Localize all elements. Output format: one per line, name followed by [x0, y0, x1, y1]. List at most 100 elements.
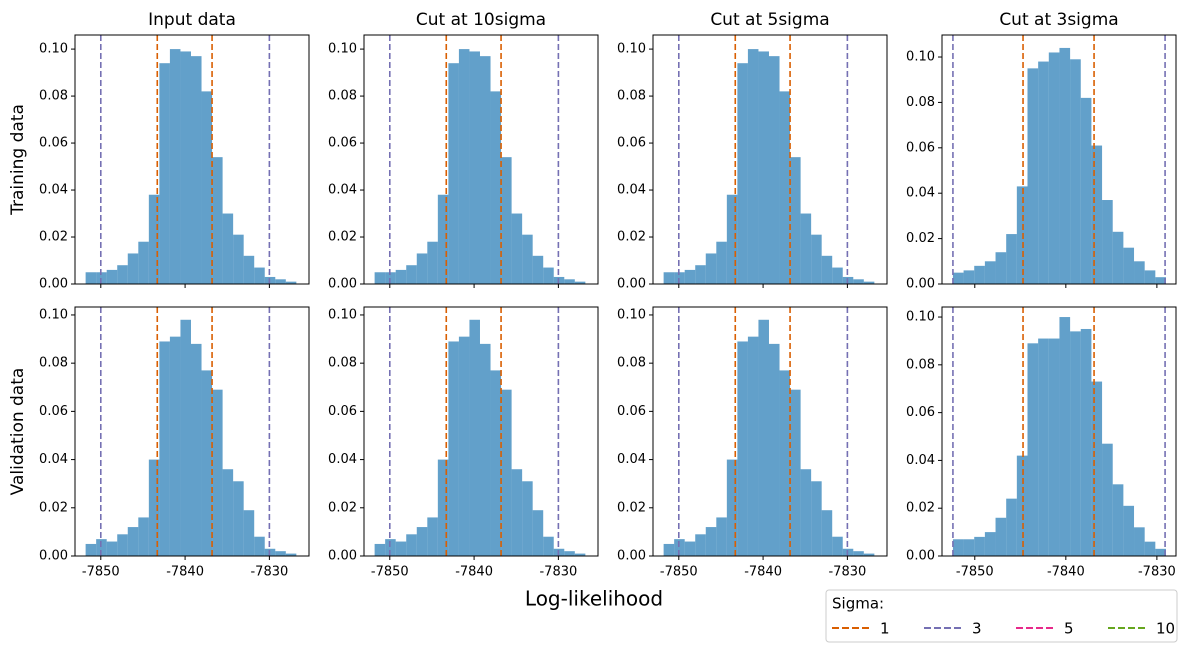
bar — [212, 157, 223, 284]
bar — [811, 481, 822, 556]
bar — [448, 63, 459, 285]
x-axis-label: Log-likelihood — [525, 587, 663, 611]
bar — [1059, 47, 1071, 284]
x-tick-label: -7840 — [744, 565, 782, 580]
bar — [1048, 52, 1060, 285]
bar — [201, 91, 213, 285]
bar — [1070, 59, 1081, 285]
y-tick-label: 0.08 — [39, 356, 68, 371]
bar — [1144, 270, 1156, 284]
bar — [458, 49, 470, 284]
y-tick-label: 0.06 — [328, 404, 357, 419]
y-tick-label: 0.02 — [617, 230, 646, 245]
bar — [127, 527, 139, 556]
bar — [853, 279, 864, 284]
bar — [427, 241, 438, 284]
bar — [159, 63, 170, 285]
x-tick-label: -7840 — [455, 565, 493, 580]
bar — [406, 265, 417, 284]
bar — [747, 49, 759, 284]
y-tick-label: 0.02 — [39, 500, 68, 515]
bar — [201, 370, 213, 556]
legend-label: 3 — [972, 620, 982, 638]
y-tick-label: 0.00 — [328, 549, 357, 564]
bar — [169, 49, 181, 284]
bar — [427, 517, 438, 556]
y-tick-label: 0.06 — [906, 405, 935, 420]
bar — [963, 539, 975, 556]
y-tick-label: 0.00 — [39, 277, 68, 292]
y-tick-label: 0.00 — [906, 277, 935, 292]
bar — [974, 265, 985, 284]
bar — [705, 527, 717, 556]
bar — [374, 543, 386, 556]
bar — [1155, 277, 1166, 284]
bar — [663, 272, 675, 284]
axes-frame — [74, 306, 310, 557]
y-tick-label: 0.04 — [328, 183, 357, 198]
axes-frame — [74, 34, 310, 285]
bar — [479, 56, 491, 284]
y-tick-label: 0.06 — [617, 404, 646, 419]
bar — [532, 510, 544, 556]
bar — [574, 281, 586, 284]
y-tick-label: 0.04 — [39, 452, 68, 467]
legend-label: 1 — [880, 620, 890, 638]
bar — [800, 213, 812, 284]
bar — [243, 255, 255, 284]
bar — [285, 281, 297, 284]
subplot-title: Cut at 5sigma — [710, 10, 829, 30]
bar — [1091, 381, 1103, 556]
bar — [574, 553, 586, 556]
bar — [416, 527, 428, 556]
bar — [726, 459, 738, 556]
bar — [684, 269, 696, 284]
y-tick-label: 0.10 — [906, 310, 935, 325]
y-tick-label: 0.08 — [328, 356, 357, 371]
bar — [96, 539, 107, 556]
bar — [1112, 484, 1124, 556]
bar — [138, 517, 149, 556]
bar — [254, 536, 265, 556]
y-tick-label: 0.10 — [906, 50, 935, 65]
bar — [243, 510, 255, 556]
bar — [1102, 200, 1113, 284]
bar — [716, 241, 727, 284]
axes-frame — [652, 34, 888, 285]
bar — [522, 234, 533, 284]
bar — [117, 534, 128, 556]
axes-frame — [941, 306, 1177, 557]
bar — [437, 194, 449, 284]
bar — [437, 459, 449, 556]
y-tick-label: 0.08 — [328, 89, 357, 104]
bar — [747, 336, 759, 556]
bar — [406, 534, 417, 556]
bar — [522, 481, 533, 556]
bar — [85, 272, 97, 284]
bar — [1016, 455, 1028, 556]
bar — [448, 341, 459, 556]
bar — [952, 272, 964, 284]
bar — [963, 270, 975, 284]
axes-frame — [363, 306, 599, 557]
bar — [233, 481, 244, 556]
bar — [490, 91, 502, 285]
bar — [511, 469, 523, 556]
bar — [863, 281, 875, 284]
bar — [1144, 541, 1156, 556]
legend-box — [825, 589, 1178, 643]
bar — [705, 253, 717, 284]
bar — [737, 341, 748, 556]
bar — [469, 319, 480, 556]
y-tick-label: 0.02 — [906, 231, 935, 246]
y-tick-label: 0.00 — [328, 277, 357, 292]
y-tick-label: 0.10 — [39, 307, 68, 322]
x-tick-label: -7830 — [250, 565, 288, 580]
x-tick-label: -7850 — [371, 565, 409, 580]
x-tick-label: -7850 — [660, 565, 698, 580]
bar — [1048, 338, 1060, 556]
bar — [863, 553, 875, 556]
y-tick-label: 0.04 — [617, 183, 646, 198]
bar — [416, 253, 428, 284]
